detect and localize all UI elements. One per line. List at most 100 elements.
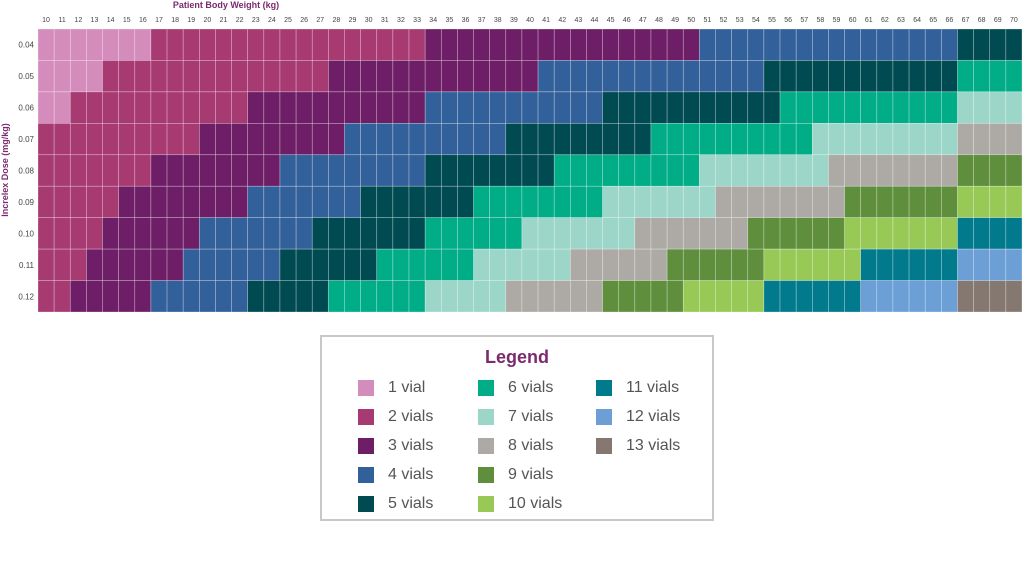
heatmap-cell <box>118 280 136 313</box>
x-tick-label: 60 <box>849 17 857 24</box>
legend-label: 7 vials <box>508 408 554 425</box>
heatmap-cell <box>134 154 152 187</box>
heatmap-cell <box>118 185 136 218</box>
heatmap-cell <box>828 248 845 281</box>
heatmap-cell <box>892 280 910 313</box>
heatmap-cell <box>1005 154 1023 187</box>
heatmap-cell <box>553 123 571 156</box>
heatmap-cell <box>118 217 136 250</box>
heatmap-cell <box>440 60 458 93</box>
heatmap-cell <box>973 280 991 313</box>
heatmap-cell <box>231 248 249 281</box>
heatmap-cell <box>392 60 410 93</box>
heatmap-cell <box>618 123 636 156</box>
heatmap-cell <box>457 123 474 156</box>
heatmap-cell <box>53 60 71 93</box>
heatmap-cell <box>570 248 587 281</box>
heatmap-cell <box>634 60 652 93</box>
heatmap-cell <box>570 123 587 156</box>
heatmap-cell <box>924 185 942 218</box>
heatmap-cell <box>505 248 523 281</box>
heatmap-cell <box>941 280 958 313</box>
heatmap-cell <box>424 248 442 281</box>
heatmap-cell <box>166 185 184 218</box>
heatmap-cell <box>892 123 910 156</box>
heatmap-cell <box>408 280 426 313</box>
heatmap-cell <box>69 123 87 156</box>
heatmap-cell <box>86 248 103 281</box>
x-tick-label: 35 <box>445 17 453 24</box>
heatmap-cell <box>473 248 490 281</box>
heatmap-cell <box>247 280 265 313</box>
heatmap-cell <box>311 154 329 187</box>
x-axis-title: Patient Body Weight (kg) <box>173 0 279 10</box>
x-tick-label: 58 <box>816 17 824 24</box>
heatmap-cell <box>989 154 1007 187</box>
heatmap-cell <box>924 280 942 313</box>
heatmap-cell <box>860 154 878 187</box>
heatmap-cell <box>521 28 539 61</box>
heatmap-cell <box>215 154 232 187</box>
heatmap-cell <box>828 60 845 93</box>
heatmap-cell <box>876 60 894 93</box>
y-axis-title: Increlex Dose (mg/kg) <box>0 123 10 217</box>
heatmap-cell <box>86 60 103 93</box>
heatmap-cell <box>150 280 168 313</box>
heatmap-cell <box>602 60 620 93</box>
heatmap-cell <box>941 217 958 250</box>
heatmap-cell <box>360 91 378 124</box>
heatmap-cell <box>328 60 345 93</box>
heatmap-cell <box>295 123 313 156</box>
heatmap-cell <box>828 91 845 124</box>
heatmap-cell <box>618 91 636 124</box>
heatmap-cell <box>957 91 974 124</box>
heatmap-cell <box>763 91 781 124</box>
heatmap-cell <box>440 185 458 218</box>
heatmap-cell <box>408 248 426 281</box>
x-tick-label: 38 <box>494 17 502 24</box>
x-tick-label: 41 <box>542 17 550 24</box>
heatmap-cell <box>424 123 442 156</box>
heatmap-cell <box>328 185 345 218</box>
y-tick-label: 0.09 <box>18 198 34 207</box>
heatmap-cell <box>989 248 1007 281</box>
heatmap-cell <box>328 248 345 281</box>
heatmap-cell <box>376 91 394 124</box>
heatmap-cell <box>199 217 216 250</box>
heatmap-cell <box>586 217 603 250</box>
heatmap-cell <box>876 185 894 218</box>
heatmap-cell <box>602 217 620 250</box>
heatmap-cell <box>199 91 216 124</box>
heatmap-cell <box>295 154 313 187</box>
heatmap-cell <box>102 60 119 93</box>
heatmap-cell <box>602 28 620 61</box>
heatmap-cell <box>53 185 71 218</box>
x-tick-label: 34 <box>429 17 437 24</box>
legend-swatch <box>596 380 612 396</box>
heatmap-cell <box>763 123 781 156</box>
x-tick-label: 63 <box>897 17 905 24</box>
heatmap-cell <box>779 60 797 93</box>
heatmap-cell <box>908 60 926 93</box>
heatmap-cell <box>666 91 684 124</box>
heatmap-cell <box>376 60 394 93</box>
heatmap-cell <box>811 60 829 93</box>
x-tick-label: 56 <box>784 17 792 24</box>
heatmap-cell <box>892 28 910 61</box>
heatmap-cell <box>828 154 845 187</box>
heatmap-cell <box>215 248 232 281</box>
heatmap-cell <box>311 28 329 61</box>
heatmap-cell <box>118 28 136 61</box>
heatmap-cell <box>102 248 119 281</box>
y-tick-label: 0.05 <box>18 72 34 81</box>
heatmap-cell <box>828 123 845 156</box>
heatmap-cell <box>973 28 991 61</box>
heatmap-cell <box>392 91 410 124</box>
heatmap-cell <box>328 217 345 250</box>
heatmap-cell <box>215 280 232 313</box>
x-tick-label: 29 <box>349 17 357 24</box>
heatmap-cell <box>602 123 620 156</box>
heatmap-cell <box>602 154 620 187</box>
heatmap-cell <box>666 185 684 218</box>
heatmap-cell <box>215 60 232 93</box>
